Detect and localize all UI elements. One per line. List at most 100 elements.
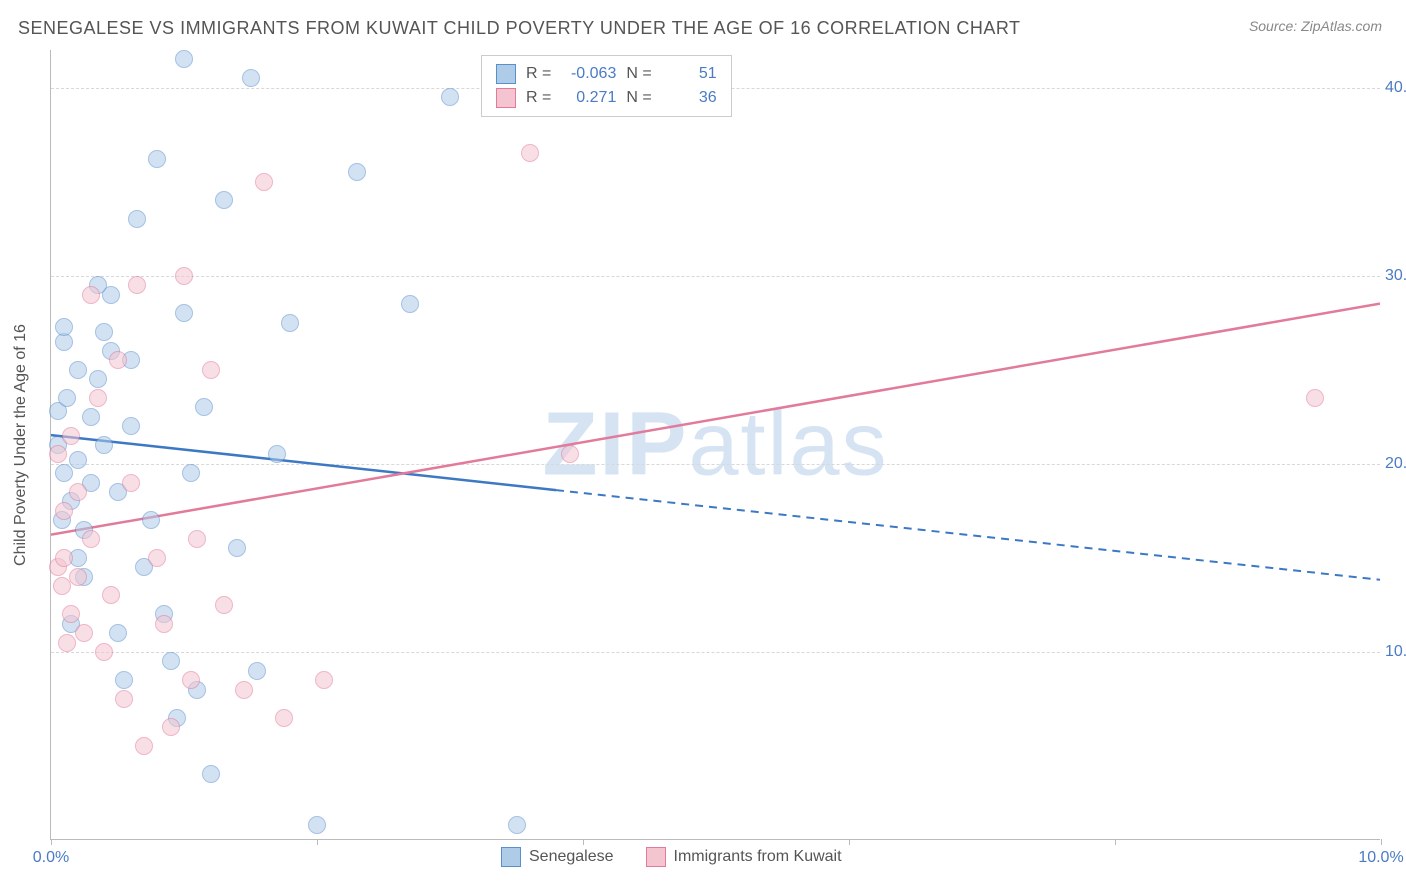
watermark-bold: ZIP <box>542 394 688 494</box>
data-point <box>122 474 140 492</box>
data-point <box>441 88 459 106</box>
x-tick-label: 0.0% <box>33 849 69 867</box>
data-point <box>248 662 266 680</box>
n-value-1: 36 <box>662 86 717 110</box>
data-point <box>135 737 153 755</box>
data-point <box>155 615 173 633</box>
stats-row-series-1: R = 0.271 N = 36 <box>496 86 717 110</box>
data-point <box>348 163 366 181</box>
data-point <box>182 464 200 482</box>
data-point <box>122 417 140 435</box>
data-point <box>308 816 326 834</box>
data-point <box>268 445 286 463</box>
data-point <box>508 816 526 834</box>
data-point <box>401 295 419 313</box>
data-point <box>49 445 67 463</box>
source-attribution: Source: ZipAtlas.com <box>1249 18 1382 34</box>
data-point <box>55 318 73 336</box>
n-value-0: 51 <box>662 62 717 86</box>
data-point <box>175 50 193 68</box>
data-point <box>175 304 193 322</box>
legend-item-0: Senegalese <box>501 847 614 867</box>
data-point <box>69 568 87 586</box>
legend-swatch-1 <box>496 88 516 108</box>
gridline <box>51 464 1380 465</box>
x-tick <box>849 839 850 845</box>
data-point <box>215 191 233 209</box>
data-point <box>561 445 579 463</box>
n-label: N = <box>626 86 651 110</box>
data-point <box>202 361 220 379</box>
data-point <box>69 483 87 501</box>
data-point <box>175 267 193 285</box>
data-point <box>162 718 180 736</box>
data-point <box>142 511 160 529</box>
y-tick-label: 10.0% <box>1385 643 1406 661</box>
data-point <box>242 69 260 87</box>
data-point <box>115 690 133 708</box>
x-tick <box>51 839 52 845</box>
data-point <box>275 709 293 727</box>
data-point <box>182 671 200 689</box>
data-point <box>75 624 93 642</box>
data-point <box>62 605 80 623</box>
r-value-0: -0.063 <box>561 62 616 86</box>
bottom-legend: Senegalese Immigrants from Kuwait <box>501 847 842 867</box>
gridline <box>51 276 1380 277</box>
y-tick-label: 20.0% <box>1385 455 1406 473</box>
legend-item-1: Immigrants from Kuwait <box>646 847 842 867</box>
data-point <box>55 549 73 567</box>
data-point <box>95 436 113 454</box>
data-point <box>82 286 100 304</box>
data-point <box>128 210 146 228</box>
data-point <box>102 586 120 604</box>
data-point <box>162 652 180 670</box>
data-point <box>55 502 73 520</box>
watermark-rest: atlas <box>688 394 888 494</box>
data-point <box>235 681 253 699</box>
legend-swatch-0 <box>496 64 516 84</box>
data-point <box>58 634 76 652</box>
data-point <box>55 464 73 482</box>
legend-swatch-bottom-0 <box>501 847 521 867</box>
chart-title: SENEGALESE VS IMMIGRANTS FROM KUWAIT CHI… <box>18 18 1021 39</box>
y-tick-label: 40.0% <box>1385 79 1406 97</box>
data-point <box>215 596 233 614</box>
data-point <box>315 671 333 689</box>
x-tick <box>1115 839 1116 845</box>
data-point <box>228 539 246 557</box>
data-point <box>95 643 113 661</box>
x-tick <box>1381 839 1382 845</box>
r-value-1: 0.271 <box>561 86 616 110</box>
data-point <box>58 389 76 407</box>
data-point <box>128 276 146 294</box>
data-point <box>82 408 100 426</box>
data-point <box>89 370 107 388</box>
stats-row-series-0: R = -0.063 N = 51 <box>496 62 717 86</box>
data-point <box>62 427 80 445</box>
watermark: ZIPatlas <box>542 393 888 496</box>
x-tick <box>317 839 318 845</box>
data-point <box>69 361 87 379</box>
data-point <box>521 144 539 162</box>
data-point <box>115 671 133 689</box>
y-axis-title: Child Poverty Under the Age of 16 <box>12 324 30 566</box>
data-point <box>188 530 206 548</box>
r-label: R = <box>526 62 551 86</box>
data-point <box>202 765 220 783</box>
data-point <box>82 530 100 548</box>
data-point <box>53 577 71 595</box>
data-point <box>89 389 107 407</box>
data-point <box>1306 389 1324 407</box>
trend-lines <box>51 50 1380 839</box>
data-point <box>148 150 166 168</box>
x-tick <box>583 839 584 845</box>
data-point <box>109 351 127 369</box>
legend-label-1: Immigrants from Kuwait <box>674 848 842 866</box>
legend-swatch-bottom-1 <box>646 847 666 867</box>
r-label: R = <box>526 86 551 110</box>
data-point <box>109 624 127 642</box>
data-point <box>69 451 87 469</box>
plot-area: ZIPatlas 10.0%20.0%30.0%40.0% 0.0%10.0% … <box>50 50 1380 840</box>
n-label: N = <box>626 62 651 86</box>
